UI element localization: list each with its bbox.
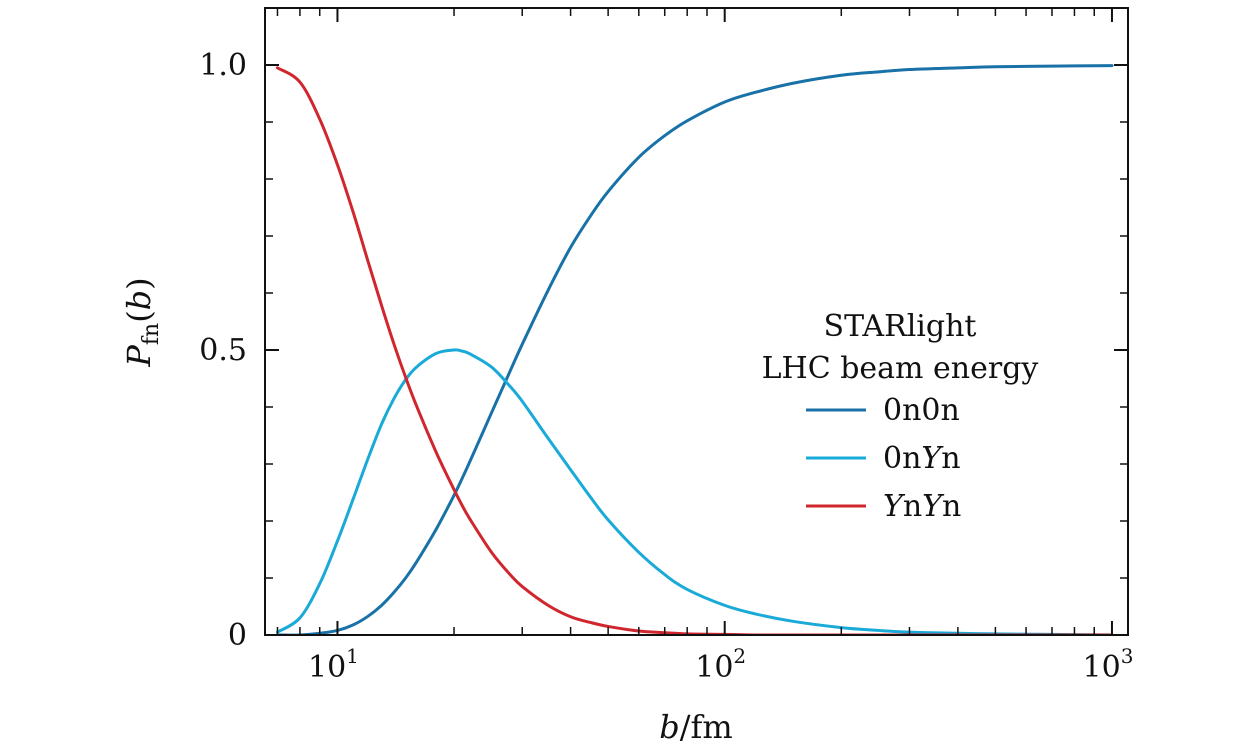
series-line-0n0n xyxy=(275,64,1114,635)
y-axis-label: Pfn(b) xyxy=(120,277,164,367)
series-line-ynyn xyxy=(275,66,1114,635)
x-tick-label: 103 xyxy=(1083,644,1134,685)
x-tick-label: 101 xyxy=(308,644,359,685)
legend-title-line: STARlight xyxy=(824,309,977,344)
y-tick-label: 0.5 xyxy=(199,333,247,368)
x-axis-label: b/fm xyxy=(659,708,732,746)
legend-label: 0nYn xyxy=(883,441,961,476)
x-tick-label: 102 xyxy=(695,644,746,685)
series-layer xyxy=(275,64,1114,635)
legend-label: YnYn xyxy=(883,489,961,524)
legend: STARlight LHC beam energy 0n0n 0nYn YnYn xyxy=(762,309,1039,524)
legend-label: 0n0n xyxy=(883,393,960,428)
y-tick-label: 0 xyxy=(228,618,247,653)
legend-title-line: LHC beam energy xyxy=(762,351,1039,386)
series-line-0nyn xyxy=(275,348,1114,635)
y-tick-label: 1.0 xyxy=(199,48,247,83)
plot-frame xyxy=(264,7,1129,636)
ticks-layer xyxy=(265,8,1128,636)
tick-label-layer: 101 102 103 0 0.5 1.0 xyxy=(199,48,1133,685)
